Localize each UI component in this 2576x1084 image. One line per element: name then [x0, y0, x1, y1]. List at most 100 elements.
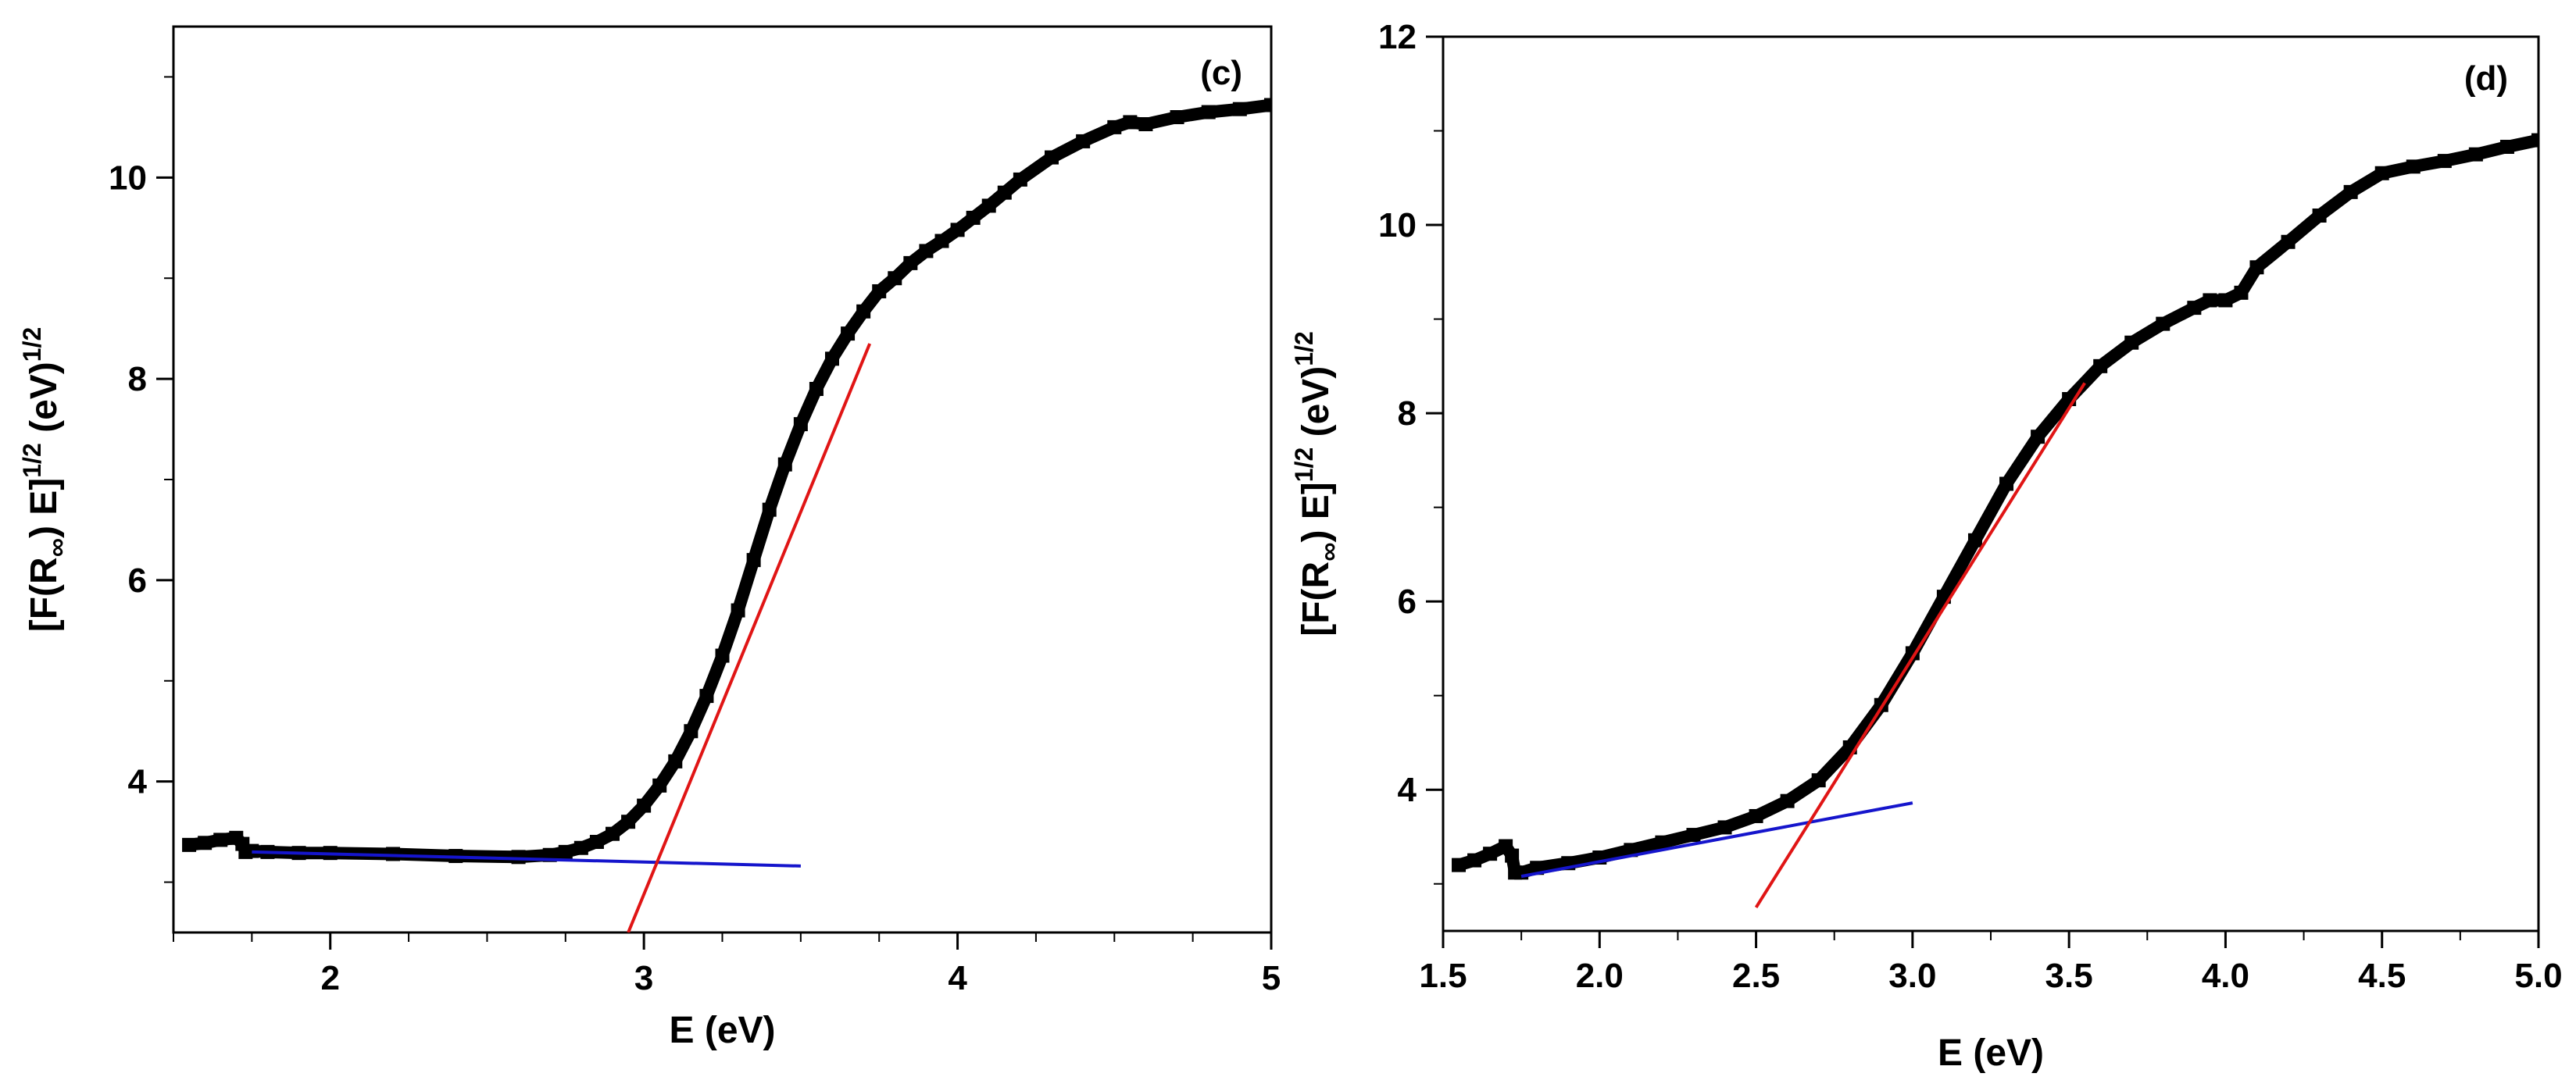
data-point [746, 553, 761, 568]
tauc-fit-line [1754, 382, 2086, 908]
data-point [2218, 293, 2233, 308]
baseline-fit-line [252, 850, 801, 868]
data-point [1999, 476, 2014, 491]
y-tick-label: 4 [128, 763, 148, 801]
data-point [903, 255, 918, 270]
data-point [1624, 843, 1638, 858]
data-point [386, 847, 400, 861]
data-point [2203, 293, 2217, 308]
data-point [1264, 98, 1271, 112]
x-axis-title: E (eV) [1938, 1032, 2044, 1074]
data-point [245, 843, 259, 858]
data-point [856, 304, 871, 319]
data-point [934, 234, 949, 248]
data-point [2234, 285, 2249, 300]
data-point [1201, 105, 1216, 119]
y-tick-label: 10 [109, 159, 147, 197]
data-point [2468, 147, 2483, 162]
data-point [182, 837, 197, 852]
data-point [668, 754, 683, 768]
data-point [684, 724, 698, 739]
x-tick-label: 5.0 [2514, 957, 2562, 995]
data-point [2031, 430, 2045, 444]
data-point [198, 836, 213, 850]
data-point [1232, 102, 1247, 116]
y-tick-label: 8 [1398, 394, 1417, 433]
data-point [699, 689, 714, 704]
data-point [825, 351, 839, 366]
data-point [1686, 828, 1701, 843]
x-tick-label: 1.5 [1419, 957, 1467, 995]
x-tick-label: 5 [1262, 959, 1281, 997]
data-point [762, 502, 777, 517]
data-point [793, 417, 808, 432]
data-point [573, 840, 588, 855]
x-tick-label: 4.5 [2358, 957, 2406, 995]
data-point [1045, 150, 1059, 165]
data-point [1123, 115, 1138, 130]
tauc-fit-line [627, 343, 872, 932]
data-point [1452, 858, 1467, 872]
data-point [2437, 154, 2452, 169]
x-tick-label: 2.5 [1732, 957, 1780, 995]
data-point [2124, 335, 2139, 350]
x-tick-label: 2.0 [1576, 957, 1624, 995]
data-point [637, 798, 652, 813]
data-point [2312, 209, 2327, 223]
data-point [809, 382, 824, 396]
series-group [182, 98, 1271, 932]
data-series-line [1452, 134, 2538, 879]
data-point [2531, 133, 2538, 148]
y-axis-title: [F(R∞) E]1/2 (eV)1/2 [18, 327, 72, 633]
data-point [589, 835, 604, 849]
data-point [558, 844, 573, 859]
chart-panel-c: 2 3 4 5 4 6 8 10 E (eV) [F(R∞) E]1/2 (eV)1/2 (c) [18, 25, 1281, 1051]
data-point [715, 648, 730, 663]
data-point [2187, 301, 2202, 316]
data-point [213, 833, 228, 847]
series-group [1452, 133, 2538, 908]
data-point [1505, 848, 1520, 863]
plot-frame [172, 25, 1273, 934]
data-point [2374, 166, 2389, 180]
y-tick-label: 8 [128, 360, 147, 398]
data-point [1967, 533, 1982, 547]
data-point [1467, 853, 1482, 868]
data-point [919, 244, 934, 259]
data-point [966, 210, 981, 225]
x-axis-title: E (eV) [669, 1010, 775, 1051]
data-point [2499, 140, 2514, 155]
data-point [1514, 865, 1529, 880]
data-point [1749, 808, 1763, 823]
data-series-line [183, 98, 1271, 864]
data-point [1811, 773, 1826, 788]
data-point [872, 283, 887, 298]
data-point [652, 778, 667, 793]
data-point [888, 271, 902, 286]
data-point [1655, 835, 1670, 850]
panel-label: (c) [1200, 54, 1242, 92]
baseline-fit-line [1520, 801, 1913, 879]
data-point [731, 603, 745, 618]
y-tick-label: 4 [1398, 771, 1417, 809]
chart-panel-d: 1.5 2.0 2.5 3.0 3.5 4.0 4.5 5.0 4 6 8 10 12 E (eV) [F(… [1290, 18, 2563, 1074]
data-point [1076, 134, 1091, 148]
x-tick-label: 3.5 [2045, 957, 2093, 995]
y-tick-label: 10 [1378, 206, 1417, 244]
data-point [621, 815, 636, 829]
data-point [1483, 847, 1498, 861]
x-tick-label: 4.0 [2202, 957, 2249, 995]
data-point [981, 198, 996, 213]
x-tick-label: 3.0 [1888, 957, 1936, 995]
y-axis-title: [F(R∞) E]1/2 (eV)1/2 [1290, 331, 1344, 636]
data-point [841, 326, 856, 341]
y-tick-label: 12 [1378, 18, 1417, 56]
data-point [1107, 119, 1122, 134]
data-point [1170, 110, 1184, 124]
data-point [2249, 260, 2264, 275]
data-point [606, 826, 620, 841]
data-point [997, 185, 1012, 200]
y-tick-label: 6 [1398, 583, 1417, 621]
data-point [1013, 172, 1027, 187]
